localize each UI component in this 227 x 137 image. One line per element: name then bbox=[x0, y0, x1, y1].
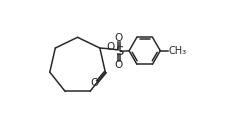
Text: O: O bbox=[115, 60, 123, 70]
Text: O: O bbox=[115, 33, 123, 43]
Text: CH₃: CH₃ bbox=[169, 46, 187, 56]
Text: O: O bbox=[91, 78, 99, 88]
Text: O: O bbox=[106, 42, 114, 52]
Text: S: S bbox=[115, 45, 123, 58]
